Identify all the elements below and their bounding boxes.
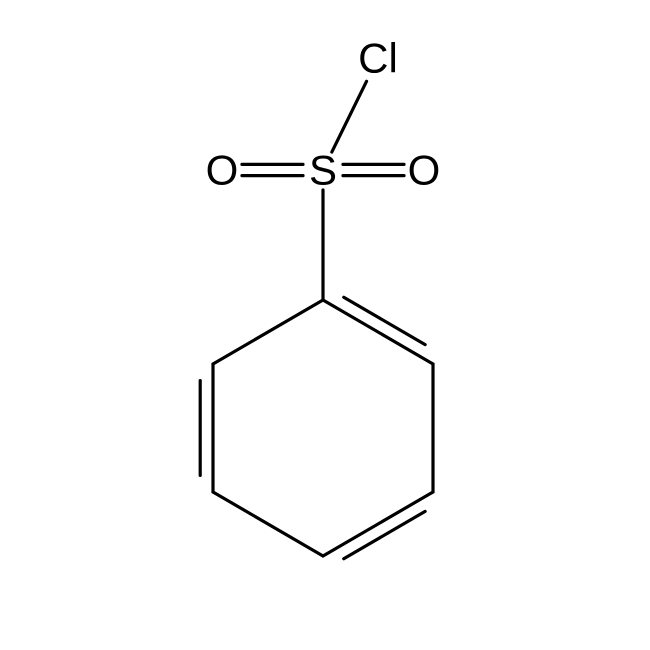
atom-label-o2: O	[408, 147, 441, 194]
bond	[323, 300, 433, 364]
bond	[323, 492, 433, 556]
molecule-canvas: Cl S O O	[0, 0, 650, 650]
bond	[213, 300, 323, 364]
atom-label-s: S	[309, 147, 337, 194]
atom-label-o1: O	[206, 147, 239, 194]
atom-label-cl: Cl	[358, 35, 398, 82]
bond	[213, 492, 323, 556]
atoms-layer: Cl S O O	[206, 35, 441, 194]
bond	[332, 81, 367, 152]
